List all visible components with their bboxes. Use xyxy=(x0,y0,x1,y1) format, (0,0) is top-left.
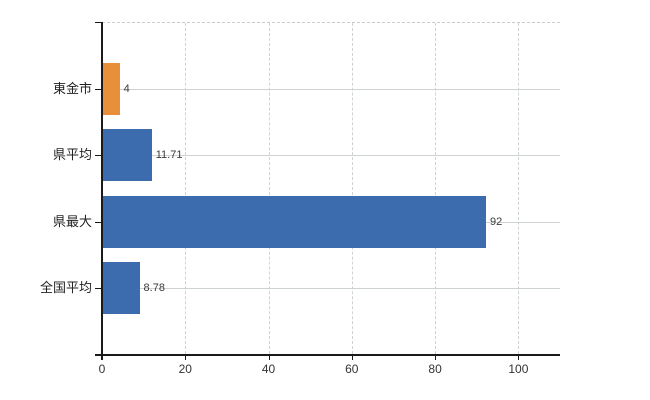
plot-top-border xyxy=(102,22,560,23)
row-gridline xyxy=(103,155,560,157)
x-gridline xyxy=(435,23,437,354)
x-tick-mark xyxy=(351,356,353,360)
x-gridline xyxy=(518,23,520,354)
bar-value-label: 11.71 xyxy=(155,149,183,162)
bar-value-label: 92 xyxy=(490,215,503,228)
category-tick-mark xyxy=(95,288,102,290)
x-tick-label: 40 xyxy=(261,362,276,376)
bar xyxy=(103,62,120,115)
x-gridline xyxy=(351,23,353,354)
x-tick-mark xyxy=(435,356,437,360)
category-label: 県平均 xyxy=(52,147,92,163)
x-tick-label: 0 xyxy=(98,362,106,376)
x-tick-mark xyxy=(518,356,520,360)
x-tick-label: 80 xyxy=(428,362,442,376)
x-axis xyxy=(95,354,560,356)
bar-value-label: 4 xyxy=(123,82,130,95)
row-gridline xyxy=(103,88,560,90)
category-label: 県最大 xyxy=(52,213,92,229)
row-gridline xyxy=(103,288,560,290)
bar xyxy=(103,129,152,182)
x-gridline xyxy=(268,23,270,354)
category-tick-mark xyxy=(95,221,102,223)
bar xyxy=(103,195,487,248)
bar-value-label: 8.78 xyxy=(143,282,165,295)
x-tick-mark xyxy=(268,356,270,360)
category-label: 全国平均 xyxy=(39,280,92,296)
x-tick-label: 20 xyxy=(178,362,192,376)
axis-top-tick xyxy=(95,22,102,23)
x-tick-label: 100 xyxy=(508,362,529,376)
x-tick-mark xyxy=(185,356,187,360)
x-tick-label: 60 xyxy=(345,362,359,376)
bar xyxy=(103,262,140,315)
category-label: 東金市 xyxy=(52,80,92,96)
x-gridline xyxy=(185,23,187,354)
y-axis xyxy=(101,22,103,360)
category-tick-mark xyxy=(95,88,102,90)
category-tick-mark xyxy=(95,155,102,157)
